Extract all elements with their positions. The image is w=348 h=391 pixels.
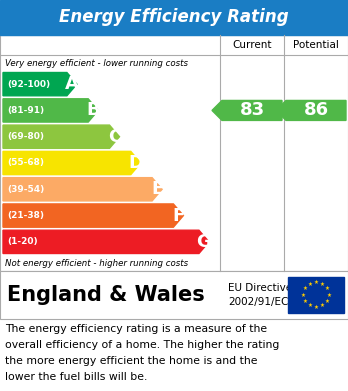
Text: (92-100): (92-100): [7, 80, 50, 89]
Text: Very energy efficient - lower running costs: Very energy efficient - lower running co…: [5, 59, 188, 68]
Text: A: A: [65, 75, 79, 93]
Text: ★: ★: [324, 299, 329, 304]
Bar: [0, 35, 348, 271]
Polygon shape: [3, 204, 183, 227]
Text: (69-80): (69-80): [7, 132, 44, 141]
Text: (21-38): (21-38): [7, 211, 44, 220]
Bar: [0, 0, 348, 35]
Text: C: C: [108, 128, 121, 146]
Text: (81-91): (81-91): [7, 106, 44, 115]
Polygon shape: [212, 100, 282, 120]
Text: D: D: [128, 154, 143, 172]
Text: ★: ★: [314, 280, 318, 285]
Bar: [288, 277, 344, 313]
Polygon shape: [276, 100, 346, 120]
Text: lower the fuel bills will be.: lower the fuel bills will be.: [5, 372, 147, 382]
Text: (1-20): (1-20): [7, 237, 38, 246]
Text: EU Directive: EU Directive: [228, 283, 292, 293]
Text: ★: ★: [320, 303, 325, 308]
Text: ★: ★: [303, 286, 308, 291]
Text: E: E: [151, 180, 163, 198]
Text: England & Wales: England & Wales: [7, 285, 205, 305]
Text: The energy efficiency rating is a measure of the: The energy efficiency rating is a measur…: [5, 324, 267, 334]
Text: (55-68): (55-68): [7, 158, 44, 167]
Polygon shape: [3, 151, 141, 175]
Text: ★: ★: [301, 292, 306, 298]
Polygon shape: [3, 178, 162, 201]
Bar: [0, 271, 348, 319]
Polygon shape: [3, 72, 77, 96]
Text: ★: ★: [324, 286, 329, 291]
Text: ★: ★: [326, 292, 331, 298]
Text: Energy Efficiency Rating: Energy Efficiency Rating: [59, 9, 289, 27]
Text: ★: ★: [320, 282, 325, 287]
Text: ★: ★: [307, 303, 312, 308]
Text: ★: ★: [303, 299, 308, 304]
Text: B: B: [86, 101, 100, 119]
Text: F: F: [172, 206, 184, 224]
Polygon shape: [3, 230, 209, 253]
Text: ★: ★: [307, 282, 312, 287]
Text: 2002/91/EC: 2002/91/EC: [228, 297, 288, 307]
Text: Current: Current: [232, 40, 272, 50]
Polygon shape: [3, 99, 98, 122]
Text: ★: ★: [314, 305, 318, 310]
Text: 86: 86: [303, 101, 329, 119]
Text: Not energy efficient - higher running costs: Not energy efficient - higher running co…: [5, 258, 188, 267]
Text: 83: 83: [239, 101, 264, 119]
Text: Potential: Potential: [293, 40, 339, 50]
Text: overall efficiency of a home. The higher the rating: overall efficiency of a home. The higher…: [5, 340, 279, 350]
Text: the more energy efficient the home is and the: the more energy efficient the home is an…: [5, 356, 258, 366]
Polygon shape: [3, 125, 119, 148]
Text: G: G: [197, 233, 211, 251]
Text: (39-54): (39-54): [7, 185, 44, 194]
